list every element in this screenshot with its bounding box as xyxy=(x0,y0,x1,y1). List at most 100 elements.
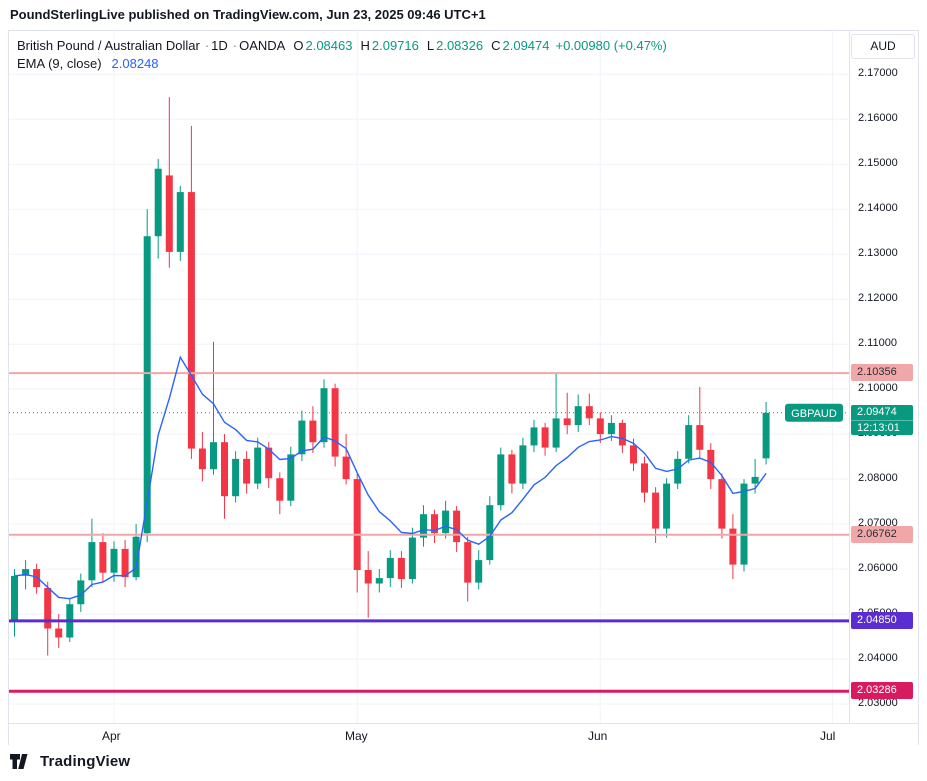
candle-body xyxy=(718,479,726,529)
y-axis-tick-label: 2.10000 xyxy=(858,382,898,394)
time-axis[interactable]: Apr May Jun Jul xyxy=(9,723,918,745)
candle-body xyxy=(198,448,206,470)
candle-body xyxy=(11,575,18,621)
interval-label[interactable]: 1D xyxy=(211,38,228,53)
candle-body xyxy=(563,418,571,426)
candle-body xyxy=(630,445,637,464)
candle-body xyxy=(596,418,604,435)
last-price-axis-label: 2.09474 12:13:01 xyxy=(851,405,913,435)
y-axis-tick-label: 2.03000 xyxy=(858,697,898,709)
candle-body xyxy=(607,422,615,435)
candle-body xyxy=(110,548,118,573)
candle-body xyxy=(475,560,483,583)
candle-body xyxy=(552,418,560,448)
price-line-axis-label[interactable]: 2.04850 xyxy=(851,612,913,629)
candle-body xyxy=(541,427,549,448)
open-value: 2.08463 xyxy=(305,38,353,53)
candle-body xyxy=(265,447,273,479)
candle-body xyxy=(707,449,715,480)
currency-unit-button[interactable]: AUD xyxy=(851,34,915,59)
candle-body xyxy=(464,542,472,583)
price-line-axis-label[interactable]: 2.10356 xyxy=(851,364,913,381)
price-line-axis-label[interactable]: 2.03286 xyxy=(851,682,913,699)
candle-body xyxy=(375,578,383,584)
y-axis-tick-label: 2.16000 xyxy=(858,112,898,124)
exchange-label: OANDA xyxy=(239,38,286,53)
candle-body xyxy=(121,548,129,578)
bar-close-countdown: 12:13:01 xyxy=(851,420,913,435)
close-label: C xyxy=(491,38,501,53)
candle-body xyxy=(364,570,372,584)
close-value: 2.09474 xyxy=(502,38,550,53)
symbol-price-tag xyxy=(785,403,843,422)
candle-body xyxy=(143,236,151,534)
candle-body xyxy=(55,628,63,638)
legend-separator: · xyxy=(232,38,238,53)
candle-body xyxy=(486,505,494,561)
candle-body xyxy=(442,510,450,534)
open-label: O xyxy=(293,38,304,53)
y-axis-tick-label: 2.11000 xyxy=(858,337,897,349)
candle-body xyxy=(77,580,85,605)
chart-plot-area[interactable]: GBPAUD British Pound / Australian Dollar… xyxy=(9,31,849,723)
indicator-name[interactable]: EMA (9, close) xyxy=(17,56,102,71)
candle-body xyxy=(519,445,527,484)
time-axis-tick-label: Jun xyxy=(588,729,608,743)
candle-body xyxy=(287,454,295,501)
candle-body xyxy=(574,406,582,426)
publish-header: PoundSterlingLive published on TradingVi… xyxy=(10,7,486,22)
candle-body xyxy=(397,557,405,579)
candle-body xyxy=(232,458,240,497)
candle-body xyxy=(530,427,538,446)
y-axis-tick-label: 2.17000 xyxy=(858,67,898,79)
price-line-axis-label[interactable]: 2.06762 xyxy=(851,526,913,543)
last-price-value: 2.09474 xyxy=(857,406,897,418)
candle-body xyxy=(508,454,516,484)
candle-body xyxy=(176,192,184,252)
candle-body xyxy=(88,542,96,581)
y-axis-tick-label: 2.15000 xyxy=(858,157,898,169)
candle-body xyxy=(386,557,394,579)
time-axis-tick-label: Jul xyxy=(820,729,836,743)
tradingview-brand-text: TradingView xyxy=(40,753,131,770)
candle-body xyxy=(497,454,505,506)
symbol-price-tag-label: GBPAUD xyxy=(791,408,837,420)
indicator-legend-row[interactable]: EMA (9, close) 2.08248 xyxy=(17,55,669,73)
price-axis[interactable]: 2.17000 2.16000 2.15000 2.14000 2.13000 2.120… xyxy=(849,31,918,723)
candle-body xyxy=(420,514,427,538)
candle-body xyxy=(154,168,162,237)
chart-frame: GBPAUD British Pound / Australian Dollar… xyxy=(8,30,919,745)
candle-body xyxy=(663,483,671,529)
candle-body xyxy=(641,463,648,493)
y-axis-tick-label: 2.13000 xyxy=(858,247,898,259)
candle-body xyxy=(618,422,626,446)
candlestick-chart[interactable]: GBPAUD xyxy=(9,31,849,723)
candle-body xyxy=(431,514,438,534)
candle-body xyxy=(652,492,660,529)
candle-body xyxy=(99,542,107,573)
candle-body xyxy=(254,447,262,484)
change-value: +0.00980 (+0.47%) xyxy=(555,38,667,53)
candle-body xyxy=(221,442,228,497)
symbol-title[interactable]: British Pound / Australian Dollar xyxy=(17,38,200,53)
candle-body xyxy=(762,412,770,459)
candle-body xyxy=(696,425,704,450)
candle-body xyxy=(751,476,759,484)
y-axis-tick-label: 2.04000 xyxy=(858,652,898,664)
candle-body xyxy=(453,510,461,543)
candle-body xyxy=(33,569,41,588)
candle-body xyxy=(309,420,317,443)
y-axis-tick-label: 2.08000 xyxy=(858,472,898,484)
time-axis-tick-label: May xyxy=(345,729,368,743)
candle-body xyxy=(276,478,284,501)
candle-body xyxy=(585,406,593,419)
candle-body xyxy=(44,588,52,629)
high-label: H xyxy=(360,38,370,53)
symbol-legend-row[interactable]: British Pound / Australian Dollar · 1D · OAN… xyxy=(17,37,669,55)
candle-body xyxy=(210,442,217,470)
candle-body xyxy=(187,192,195,449)
y-axis-tick-label: 2.06000 xyxy=(858,562,898,574)
candle-body xyxy=(740,483,748,565)
tradingview-mark-icon xyxy=(10,754,28,769)
tradingview-logo[interactable]: TradingView xyxy=(10,753,130,770)
